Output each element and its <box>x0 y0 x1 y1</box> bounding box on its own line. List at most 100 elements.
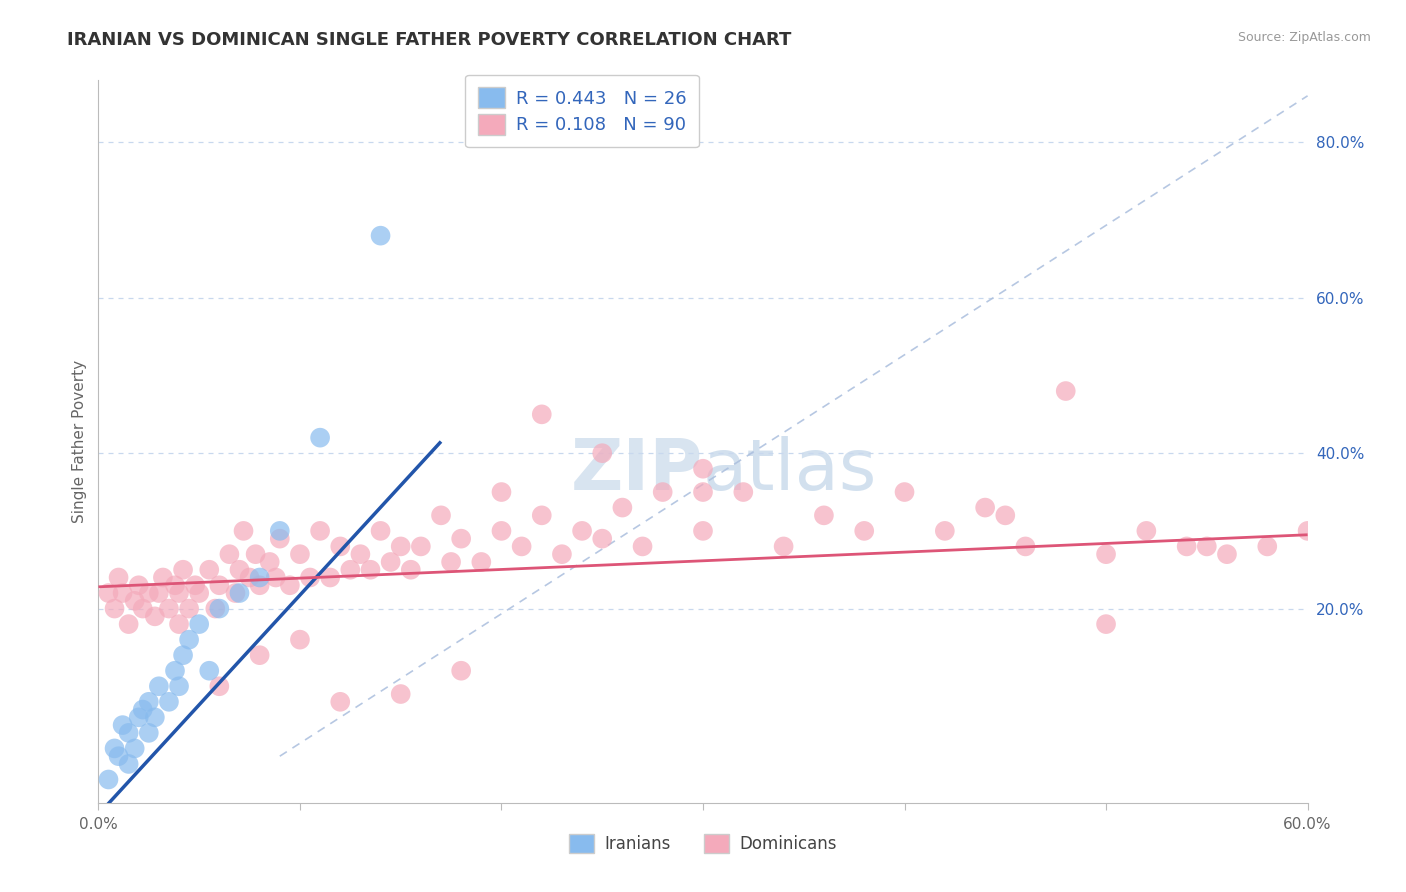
Point <box>551 547 574 561</box>
Point <box>224 586 246 600</box>
Point <box>994 508 1017 523</box>
Point <box>530 408 553 422</box>
Point <box>269 532 291 546</box>
Point <box>208 679 231 693</box>
Point <box>208 601 231 615</box>
Point <box>111 718 134 732</box>
Point <box>1054 384 1077 398</box>
Point <box>591 446 613 460</box>
Point <box>163 578 186 592</box>
Point <box>1216 547 1239 561</box>
Point <box>370 524 392 538</box>
Point <box>440 555 463 569</box>
Point <box>179 632 201 647</box>
Text: IRANIAN VS DOMINICAN SINGLE FATHER POVERTY CORRELATION CHART: IRANIAN VS DOMINICAN SINGLE FATHER POVER… <box>67 31 792 49</box>
Point <box>612 500 634 515</box>
Point <box>1195 540 1218 554</box>
Point <box>198 563 221 577</box>
Point <box>148 586 170 600</box>
Point <box>370 228 392 243</box>
Point <box>631 540 654 554</box>
Point <box>107 570 129 584</box>
Point <box>491 485 513 500</box>
Point <box>208 578 231 592</box>
Point <box>228 586 250 600</box>
Point <box>813 508 835 523</box>
Point <box>249 570 271 584</box>
Point <box>1095 547 1118 561</box>
Point <box>409 540 432 554</box>
Point <box>167 586 190 600</box>
Point <box>124 594 146 608</box>
Point <box>138 586 160 600</box>
Point <box>167 617 190 632</box>
Point <box>772 540 794 554</box>
Point <box>198 664 221 678</box>
Point <box>349 547 371 561</box>
Point <box>288 547 311 561</box>
Point <box>232 524 254 538</box>
Point <box>132 702 155 716</box>
Point <box>974 500 997 515</box>
Point <box>360 563 382 577</box>
Point <box>188 617 211 632</box>
Point <box>450 664 472 678</box>
Point <box>152 570 174 584</box>
Point <box>510 540 533 554</box>
Point <box>380 555 402 569</box>
Point <box>245 547 267 561</box>
Point <box>97 586 120 600</box>
Point <box>269 524 291 538</box>
Point <box>278 578 301 592</box>
Point <box>97 772 120 787</box>
Point <box>239 570 262 584</box>
Point <box>143 609 166 624</box>
Point <box>218 547 240 561</box>
Point <box>249 578 271 592</box>
Point <box>184 578 207 592</box>
Point <box>124 741 146 756</box>
Point <box>103 741 125 756</box>
Point <box>692 461 714 475</box>
Point <box>167 679 190 693</box>
Point <box>228 563 250 577</box>
Point <box>118 726 141 740</box>
Point <box>128 710 150 724</box>
Point <box>157 601 180 615</box>
Point <box>249 648 271 663</box>
Point <box>103 601 125 615</box>
Point <box>934 524 956 538</box>
Point <box>399 563 422 577</box>
Point <box>389 540 412 554</box>
Point <box>299 570 322 584</box>
Point <box>389 687 412 701</box>
Point <box>143 710 166 724</box>
Point <box>692 524 714 538</box>
Point <box>591 532 613 546</box>
Point <box>733 485 755 500</box>
Point <box>309 524 332 538</box>
Point <box>329 695 352 709</box>
Point <box>132 601 155 615</box>
Point <box>138 695 160 709</box>
Legend: Iranians, Dominicans: Iranians, Dominicans <box>562 827 844 860</box>
Point <box>148 679 170 693</box>
Point <box>118 617 141 632</box>
Point <box>309 431 332 445</box>
Point <box>172 563 194 577</box>
Point <box>1135 524 1157 538</box>
Point <box>1256 540 1278 554</box>
Point <box>259 555 281 569</box>
Point <box>1014 540 1036 554</box>
Point <box>853 524 876 538</box>
Point <box>329 540 352 554</box>
Point <box>188 586 211 600</box>
Point <box>470 555 492 569</box>
Point <box>163 664 186 678</box>
Point <box>288 632 311 647</box>
Point <box>1095 617 1118 632</box>
Point <box>107 749 129 764</box>
Text: atlas: atlas <box>703 436 877 505</box>
Point <box>430 508 453 523</box>
Point <box>571 524 593 538</box>
